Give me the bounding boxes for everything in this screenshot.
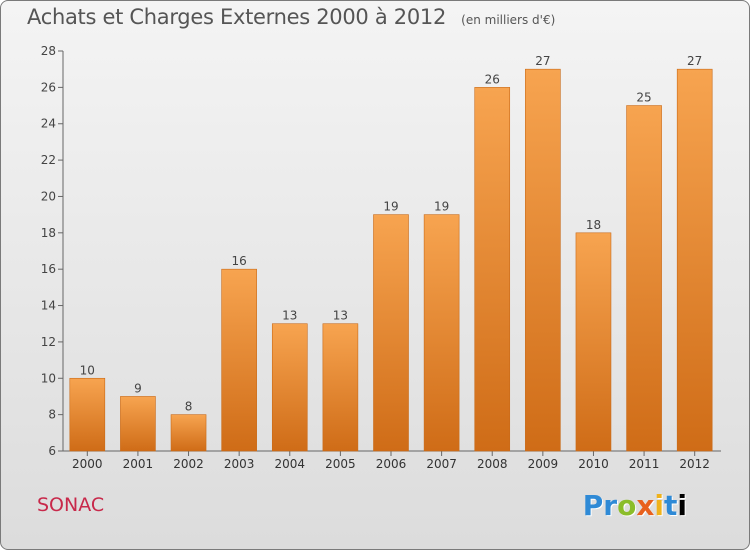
x-tick-label: 2001 xyxy=(123,457,154,471)
x-tick-label: 2000 xyxy=(72,457,103,471)
data-label-2001: 9 xyxy=(134,381,142,395)
town-name: SONAC xyxy=(37,494,105,516)
x-tick-label: 2010 xyxy=(578,457,609,471)
x-tick-label: 2002 xyxy=(173,457,204,471)
chart-axes: 6 8 10 12 14 16 18 20 22 24 26 28 2000 2001 2002 2003 20… xyxy=(41,44,721,471)
bar-2008 xyxy=(474,87,511,452)
y-tick-label: 20 xyxy=(41,189,56,203)
y-tick-label: 18 xyxy=(41,226,56,240)
x-tick-label: 2011 xyxy=(629,457,660,471)
logo-letter: t xyxy=(664,489,678,522)
y-tick-label: 14 xyxy=(41,299,56,313)
data-label-2002: 8 xyxy=(185,400,193,414)
bar-2001 xyxy=(120,396,156,452)
data-label-2009: 27 xyxy=(535,54,550,68)
x-tick-label: 2008 xyxy=(477,457,508,471)
x-tick-label: 2006 xyxy=(376,457,407,471)
logo-letter: r xyxy=(603,489,618,522)
data-label-2003: 16 xyxy=(232,254,247,268)
y-tick-label: 24 xyxy=(41,117,56,131)
data-label-2004: 13 xyxy=(282,309,297,323)
bar-series xyxy=(69,68,713,452)
data-label-2011: 25 xyxy=(636,91,651,105)
y-tick-label: 12 xyxy=(41,335,56,349)
bar-2000 xyxy=(69,377,106,452)
y-tick-label: 16 xyxy=(41,262,56,276)
y-tick-label: 22 xyxy=(41,153,56,167)
proxiti-logo[interactable]: Proxiti xyxy=(583,489,687,522)
y-tick-label: 6 xyxy=(48,444,56,458)
data-label-2010: 18 xyxy=(586,218,601,232)
data-label-2007: 19 xyxy=(434,200,449,214)
bar-2007 xyxy=(423,214,460,452)
bar-2010 xyxy=(575,232,612,452)
x-tick-label: 2009 xyxy=(528,457,559,471)
bar-2002 xyxy=(170,414,207,452)
bar-2012 xyxy=(676,68,713,452)
data-label-2006: 19 xyxy=(383,200,398,214)
data-label-2000: 10 xyxy=(80,363,95,377)
bar-2011 xyxy=(626,105,662,452)
data-label-2008: 26 xyxy=(485,72,500,86)
logo-letter: i xyxy=(654,489,664,522)
y-tick-label: 8 xyxy=(48,408,56,422)
data-label-2012: 27 xyxy=(687,54,702,68)
logo-letter: i xyxy=(677,489,687,522)
x-tick-label: 2007 xyxy=(426,457,457,471)
y-tick-label: 28 xyxy=(41,44,56,58)
y-tick-label: 26 xyxy=(41,80,56,94)
chart-title: Achats et Charges Externes 2000 à 2012 xyxy=(27,5,447,29)
chart-subtitle: (en milliers d'€) xyxy=(461,13,556,27)
logo-letter: x xyxy=(636,489,655,522)
y-tick-label: 10 xyxy=(41,371,56,385)
bar-2005 xyxy=(322,323,359,452)
logo-letter: P xyxy=(582,489,604,522)
data-labels: 10 9 8 16 13 13 19 19 26 27 18 25 27 xyxy=(80,54,703,413)
chart-title-block: Achats et Charges Externes 2000 à 2012 (… xyxy=(27,5,555,29)
x-tick-label: 2004 xyxy=(274,457,305,471)
x-tick-label: 2012 xyxy=(679,457,710,471)
bar-2004 xyxy=(271,323,308,452)
x-tick-label: 2003 xyxy=(224,457,255,471)
bar-2006 xyxy=(373,214,409,452)
bar-2009 xyxy=(525,68,561,452)
x-tick-label: 2005 xyxy=(325,457,356,471)
data-label-2005: 13 xyxy=(333,309,348,323)
logo-letter: o xyxy=(617,489,637,522)
bar-2003 xyxy=(221,268,257,452)
